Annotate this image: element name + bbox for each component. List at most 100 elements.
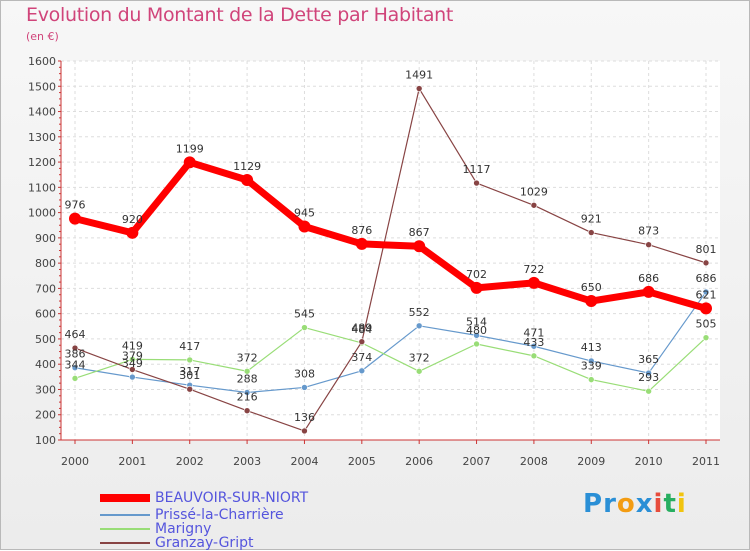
data-label: 801	[696, 243, 717, 256]
data-point	[129, 373, 136, 381]
data-label: 301	[179, 369, 200, 382]
x-tick-label: 2007	[463, 455, 491, 468]
data-label: 686	[696, 272, 717, 285]
data-point	[587, 357, 595, 365]
legend-label: Marigny	[155, 521, 212, 537]
data-label: 349	[122, 357, 143, 370]
data-label: 722	[523, 263, 544, 276]
y-tick-label: 1400	[28, 106, 56, 119]
data-label: 419	[122, 339, 143, 352]
series-line-3	[74, 87, 707, 432]
data-label: 876	[351, 224, 372, 237]
data-label: 136	[294, 411, 315, 424]
data-point	[358, 338, 366, 346]
data-point	[415, 367, 423, 375]
logo-letter: o	[616, 489, 636, 519]
legend-swatch	[100, 494, 150, 502]
data-label: 650	[581, 281, 602, 294]
data-point	[129, 366, 136, 373]
data-label: 1491	[405, 69, 433, 82]
data-point	[645, 387, 652, 395]
data-point	[129, 356, 136, 363]
data-point	[587, 229, 595, 236]
data-point	[355, 237, 368, 250]
data-point	[702, 259, 710, 267]
data-point	[241, 174, 254, 187]
legend-swatch	[100, 528, 150, 530]
data-point	[183, 156, 196, 169]
data-point	[702, 334, 710, 341]
data-point	[702, 288, 710, 296]
x-tick-label: 2010	[635, 455, 663, 468]
data-label: 545	[294, 308, 315, 321]
data-label: 379	[122, 350, 143, 363]
y-tick-label: 500	[35, 333, 56, 346]
logo-letter: x	[635, 489, 654, 519]
legend-label: Granzay-Gript	[155, 535, 254, 551]
data-point	[301, 427, 308, 435]
series-line-1	[74, 291, 707, 394]
data-label: 1117	[463, 163, 491, 176]
data-label: 288	[237, 372, 258, 385]
x-tick-label: 2006	[405, 455, 433, 468]
data-point	[71, 364, 79, 372]
logo-letter: i	[653, 489, 664, 519]
data-point	[358, 367, 366, 375]
legend-label: Prissé-la-Charrière	[155, 507, 284, 523]
data-point	[298, 220, 311, 233]
logo-letter: t	[663, 489, 677, 519]
data-point	[126, 226, 139, 239]
data-label: 702	[466, 268, 487, 281]
data-point	[243, 389, 251, 396]
y-tick-label: 600	[35, 308, 56, 321]
y-tick-label: 1600	[28, 55, 56, 68]
data-point	[243, 367, 251, 375]
data-point	[473, 340, 480, 348]
data-label: 686	[638, 272, 659, 285]
data-label: 317	[179, 365, 200, 378]
data-label: 945	[294, 206, 315, 219]
y-tick-label: 1300	[28, 131, 56, 144]
x-tick-label: 2011	[692, 455, 720, 468]
x-tick-label: 2001	[118, 455, 146, 468]
data-label: 976	[65, 199, 86, 212]
data-point	[473, 332, 480, 339]
chart-title: Evolution du Montant de la Dette par Hab…	[26, 4, 454, 26]
data-label: 417	[179, 340, 200, 353]
data-label: 621	[696, 288, 717, 301]
data-point	[301, 324, 308, 331]
y-tick-label: 1000	[28, 207, 56, 220]
legend-swatch	[100, 542, 150, 544]
data-label: 471	[523, 326, 544, 339]
data-label: 293	[638, 371, 659, 384]
y-tick-label: 400	[35, 358, 56, 371]
data-point	[71, 375, 79, 382]
y-tick-label: 800	[35, 257, 56, 270]
logo-letter: r	[603, 489, 617, 519]
data-point	[530, 352, 538, 360]
data-label: 489	[351, 322, 372, 335]
data-label: 386	[65, 348, 86, 361]
data-label: 464	[65, 328, 86, 341]
data-point	[243, 407, 251, 414]
y-tick-label: 900	[35, 232, 56, 245]
data-label: 372	[409, 351, 430, 364]
data-point	[530, 201, 538, 209]
data-point	[587, 376, 595, 383]
y-tick-label: 1500	[28, 80, 56, 93]
data-label: 505	[696, 318, 717, 331]
data-point	[527, 276, 540, 289]
y-tick-label: 700	[35, 282, 56, 295]
data-label: 480	[466, 324, 487, 337]
legend-label: BEAUVOIR-SUR-NIORT	[155, 490, 309, 506]
data-point	[186, 356, 194, 364]
data-point	[470, 281, 483, 294]
data-label: 365	[638, 353, 659, 366]
x-tick-label: 2003	[233, 455, 261, 468]
chart-unit: (en €)	[26, 30, 59, 43]
data-point	[585, 295, 598, 308]
data-point	[645, 369, 652, 377]
data-point	[473, 179, 480, 187]
x-tick-label: 2002	[176, 455, 204, 468]
data-label: 873	[638, 225, 659, 238]
